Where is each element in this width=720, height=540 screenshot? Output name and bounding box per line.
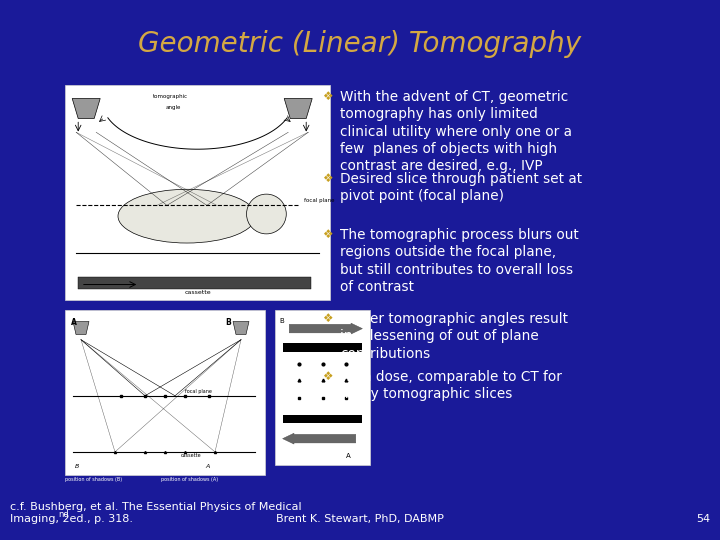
Text: ❖: ❖	[322, 370, 333, 383]
Text: focal plane: focal plane	[304, 198, 334, 204]
Text: With the advent of CT, geometric
tomography has only limited
clinical utility wh: With the advent of CT, geometric tomogra…	[340, 90, 572, 173]
Text: Imaging, 2: Imaging, 2	[10, 514, 70, 524]
Bar	[283, 343, 362, 352]
Text: Brent K. Stewart, PhD, DABMP: Brent K. Stewart, PhD, DABMP	[276, 514, 444, 524]
Ellipse shape	[118, 190, 256, 243]
Text: Geometric (Linear) Tomography: Geometric (Linear) Tomography	[138, 30, 582, 58]
Text: focal plane: focal plane	[185, 389, 212, 394]
Polygon shape	[72, 98, 100, 118]
Text: ❖: ❖	[322, 228, 333, 241]
Text: position of shadows (A): position of shadows (A)	[161, 477, 218, 482]
Text: c.f. Bushberg, et al. The Essential Physics of Medical: c.f. Bushberg, et al. The Essential Phys…	[10, 502, 302, 512]
Text: ❖: ❖	[322, 172, 333, 185]
Text: position of shadows (B): position of shadows (B)	[65, 477, 122, 482]
Circle shape	[246, 194, 287, 234]
Text: Desired slice through patient set at
pivot point (focal plane): Desired slice through patient set at piv…	[340, 172, 582, 203]
Text: A: A	[205, 464, 210, 469]
Text: angle: angle	[166, 105, 181, 110]
Polygon shape	[284, 98, 312, 118]
Text: The tomographic process blurs out
regions outside the focal plane,
but still con: The tomographic process blurs out region…	[340, 228, 579, 294]
Text: B: B	[75, 464, 79, 469]
FancyArrow shape	[283, 433, 356, 444]
Text: ed., p. 318.: ed., p. 318.	[66, 514, 133, 524]
Text: High dose, comparable to CT for
many tomographic slices: High dose, comparable to CT for many tom…	[340, 370, 562, 401]
FancyArrow shape	[289, 323, 362, 334]
Text: cassette: cassette	[184, 289, 211, 295]
Text: cassette: cassette	[181, 453, 202, 458]
Bar	[283, 415, 362, 423]
Bar	[65, 310, 265, 475]
Polygon shape	[233, 321, 249, 334]
Text: B: B	[225, 318, 230, 327]
Polygon shape	[73, 321, 89, 334]
Bar	[65, 85, 330, 300]
Text: tomographic: tomographic	[153, 94, 188, 99]
Text: A: A	[346, 453, 351, 458]
Text: A: A	[71, 318, 77, 327]
Text: ❖: ❖	[322, 90, 333, 103]
Text: nd: nd	[58, 510, 68, 519]
Text: 54: 54	[696, 514, 710, 524]
Bar	[78, 278, 312, 289]
Text: Larger tomographic angles result
in a lessening of out of plane
contributions: Larger tomographic angles result in a le…	[340, 312, 568, 361]
Bar	[275, 310, 370, 465]
Text: B: B	[280, 318, 284, 324]
Text: ❖: ❖	[322, 312, 333, 325]
